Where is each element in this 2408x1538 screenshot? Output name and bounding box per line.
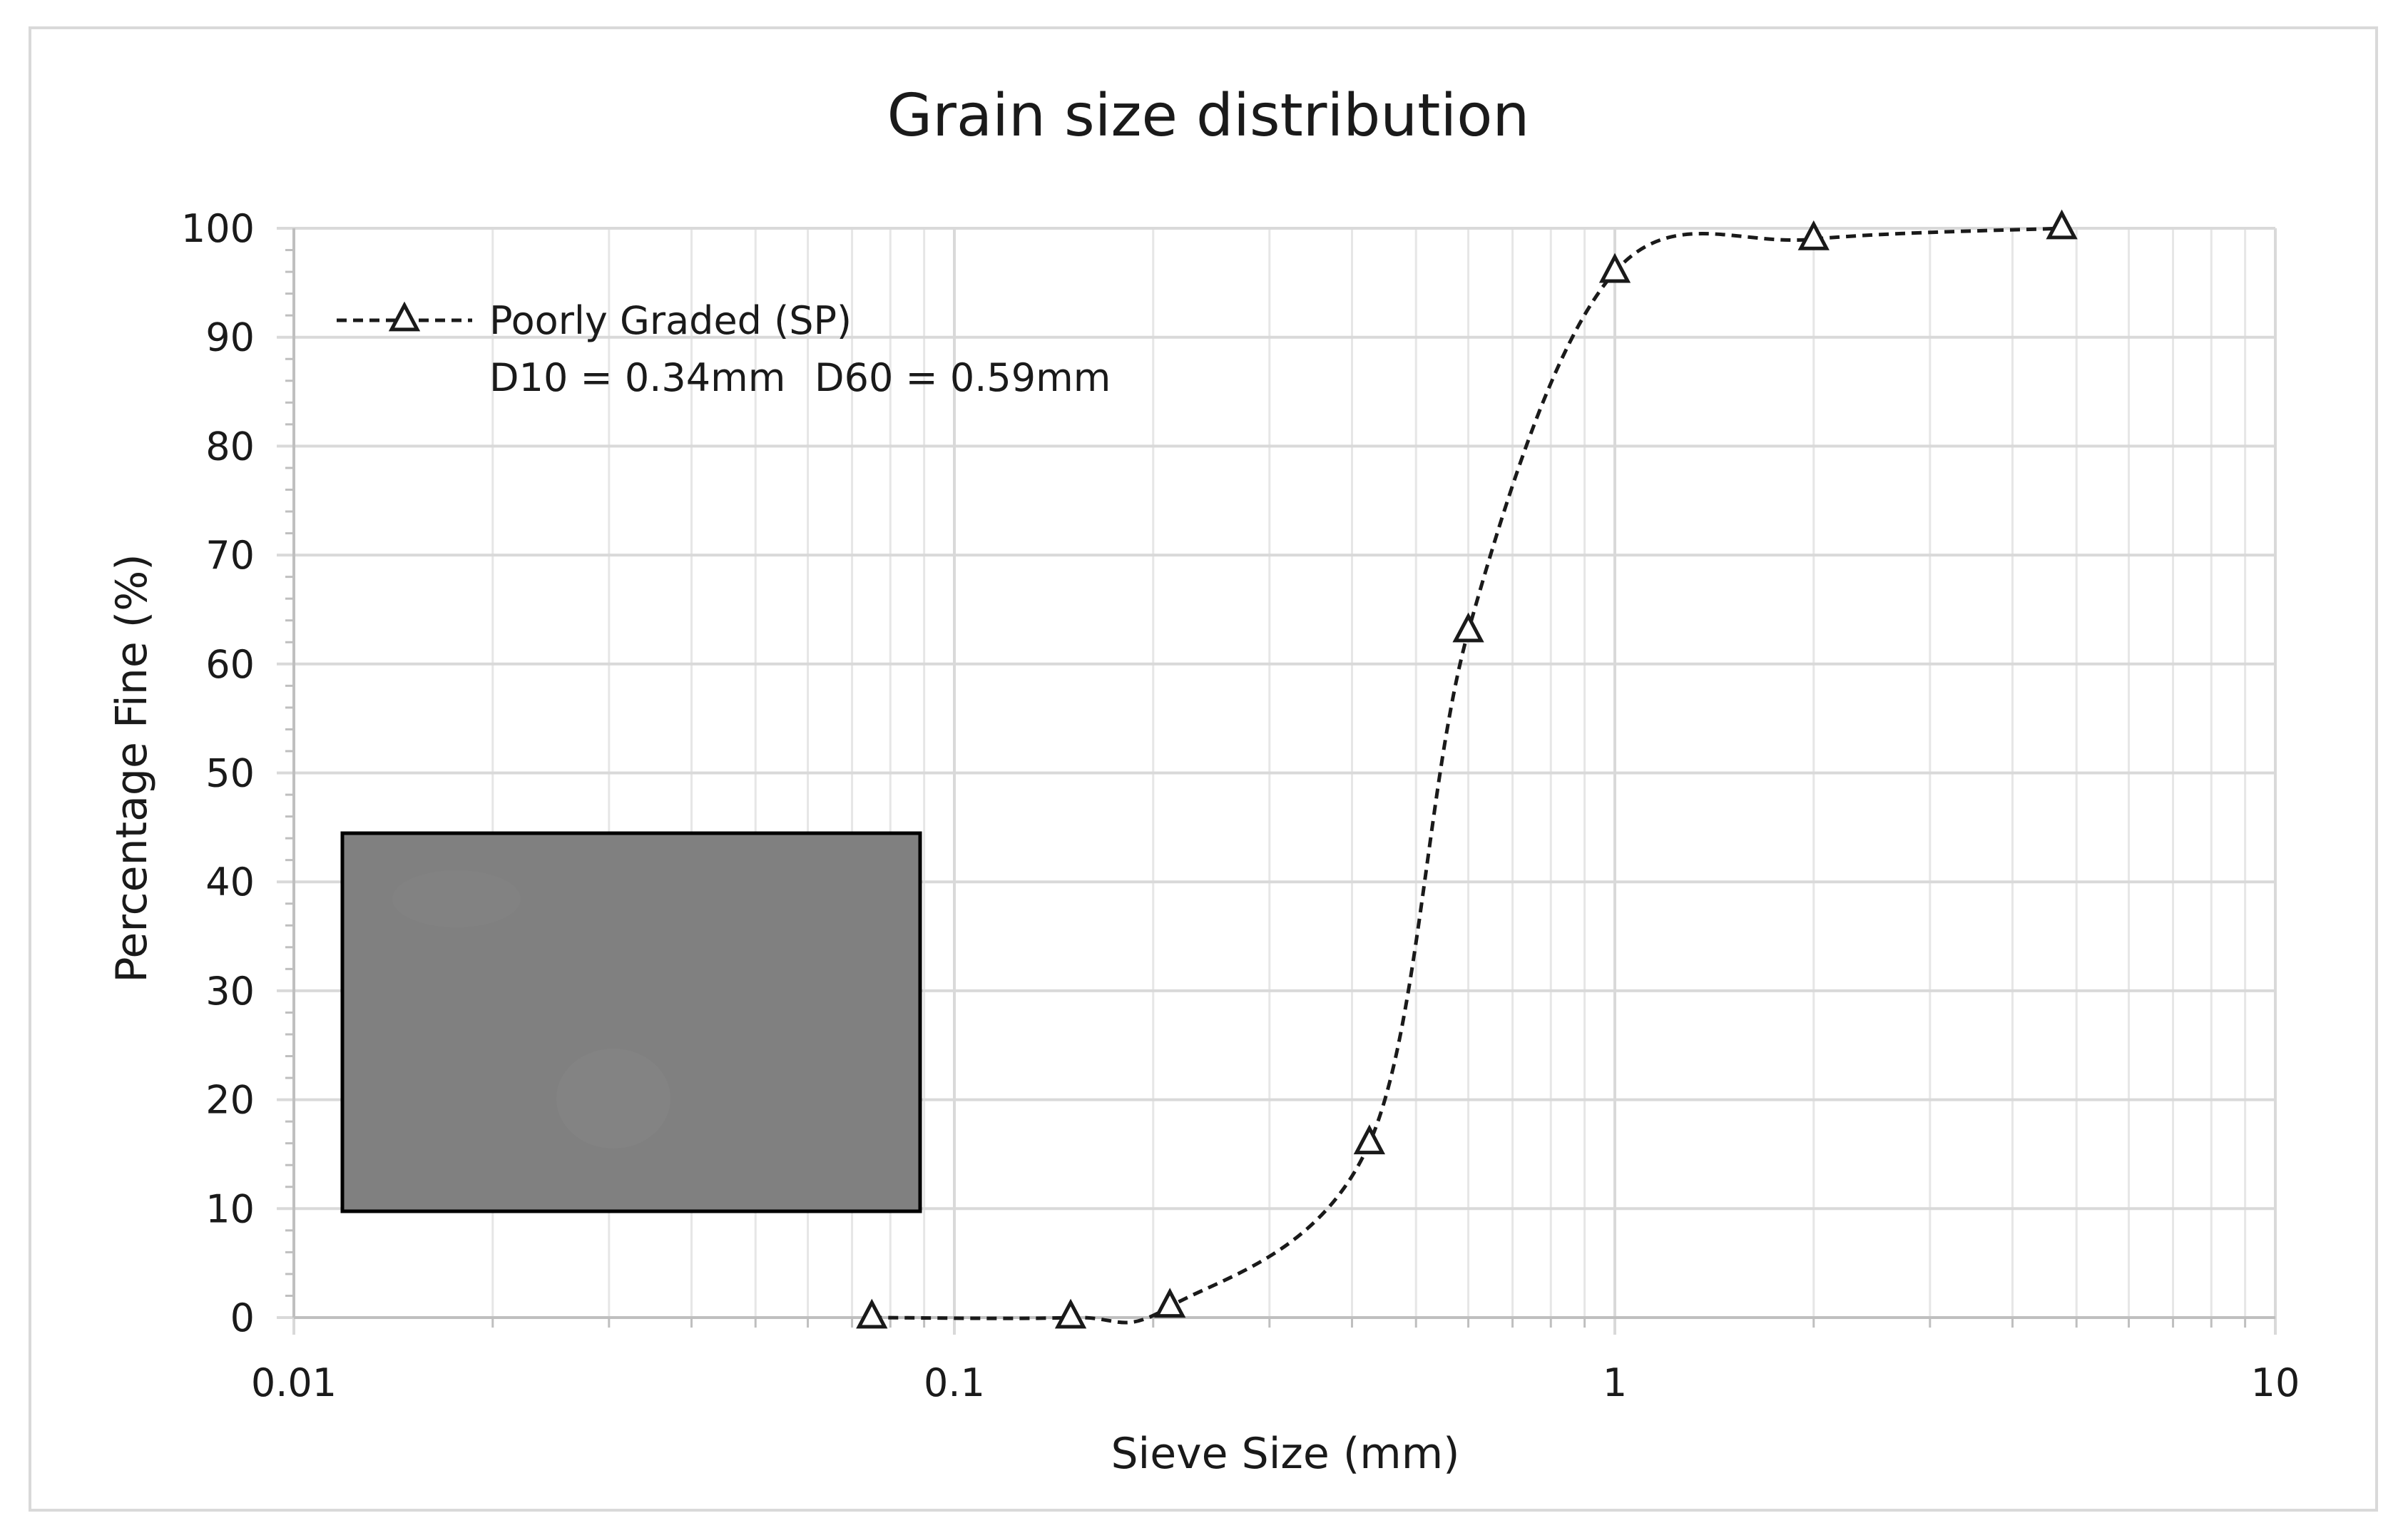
soil-photo-texture: [392, 870, 521, 927]
annotation-d10: D10 = 0.34mm: [489, 355, 785, 400]
data-point-marker: [1154, 1288, 1186, 1318]
annotation-d60: D60 = 0.59mm: [815, 355, 1111, 400]
chart-title: Grain size distribution: [887, 82, 1530, 150]
y-tick-label: 40: [205, 860, 255, 905]
legend: Poorly Graded (SP) D10 = 0.34mm D60 = 0.59…: [337, 298, 1111, 400]
data-point-marker: [1797, 220, 1830, 250]
x-tick-label: 10: [2251, 1360, 2300, 1405]
data-point-marker: [2046, 209, 2078, 240]
legend-marker: [388, 301, 421, 332]
data-point-marker: [1353, 1124, 1386, 1155]
y-tick-label: 50: [205, 751, 255, 796]
data-point-marker: [1598, 253, 1631, 283]
y-tick-label: 70: [205, 533, 255, 578]
y-tick-label: 0: [230, 1295, 255, 1340]
axes: [285, 228, 2275, 1328]
soil-photo-texture: [556, 1049, 670, 1149]
series-line-poorly-graded: [872, 226, 2062, 1325]
data-point-marker: [856, 1298, 888, 1329]
x-tick-label: 0.1: [924, 1360, 985, 1405]
series-layer: [856, 209, 2078, 1329]
y-tick-label: 10: [205, 1186, 255, 1231]
data-point-marker: [1054, 1298, 1087, 1329]
x-axis-label: Sieve Size (mm): [1111, 1429, 1459, 1479]
legend-series-name: Poorly Graded (SP): [489, 298, 852, 343]
chart-frame: [29, 26, 2378, 1512]
y-tick-label: 100: [181, 206, 255, 251]
data-point-marker: [1452, 612, 1484, 643]
y-tick-label: 20: [205, 1078, 255, 1123]
y-tick-label: 90: [205, 315, 255, 360]
x-tick-label: 0.01: [251, 1360, 337, 1405]
y-tick-label: 80: [205, 424, 255, 469]
x-tick-label: 1: [1603, 1360, 1627, 1405]
y-tick-label: 60: [205, 642, 255, 687]
y-axis-label: Percentage Fine (%): [107, 554, 157, 982]
y-tick-label: 30: [205, 969, 255, 1014]
soil-sample-photo: [340, 831, 922, 1213]
